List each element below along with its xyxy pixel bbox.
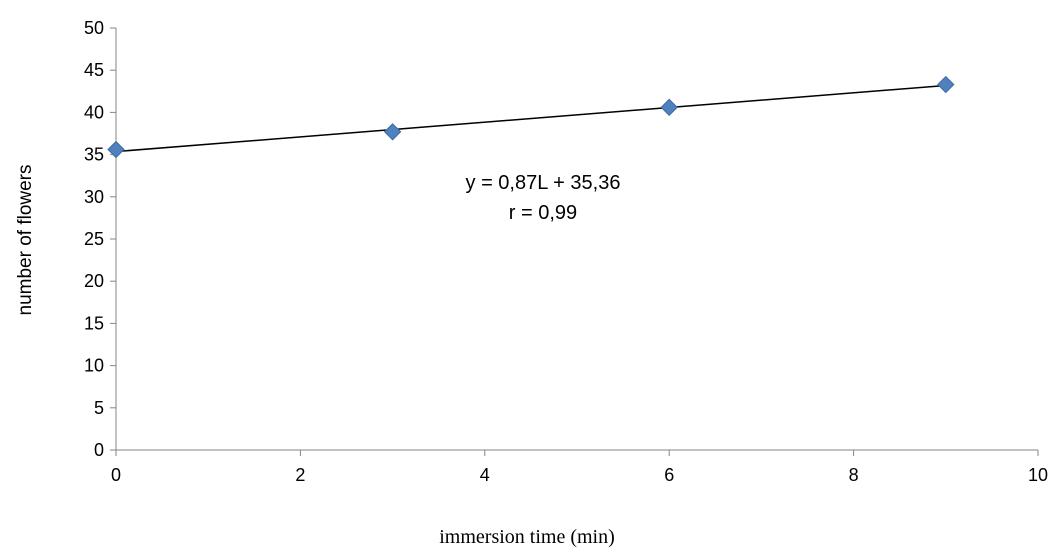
x-tick-label: 2 — [295, 465, 305, 485]
y-axis-title: number of flowers — [15, 164, 36, 315]
x-tick-label: 8 — [849, 465, 859, 485]
y-tick-label: 35 — [84, 145, 104, 165]
r-annotation: r = 0,99 — [509, 202, 577, 224]
y-tick-label: 10 — [84, 356, 104, 376]
y-tick-label: 40 — [84, 102, 104, 122]
x-axis-title: immersion time (min) — [439, 526, 615, 548]
data-point-marker — [937, 75, 955, 94]
y-tick-label: 0 — [94, 440, 104, 460]
y-tick-label: 45 — [84, 60, 104, 80]
x-axis-ticks: 0 2 4 6 8 10 — [111, 450, 1048, 485]
y-tick-label: 15 — [84, 313, 104, 333]
y-tick-label: 30 — [84, 187, 104, 207]
data-points — [107, 75, 955, 159]
x-tick-label: 10 — [1028, 465, 1048, 485]
trendline — [115, 84, 946, 153]
data-point-marker — [660, 98, 678, 117]
y-axis-ticks: 0 5 10 15 20 25 30 35 40 45 50 — [84, 18, 116, 460]
equation-annotation: y = 0,87L + 35,36 — [466, 172, 621, 194]
x-tick-label: 6 — [664, 465, 674, 485]
y-tick-label: 50 — [84, 18, 104, 38]
y-tick-label: 25 — [84, 229, 104, 249]
data-point-marker — [383, 123, 402, 141]
x-tick-label: 4 — [480, 465, 490, 485]
x-tick-label: 0 — [111, 465, 121, 485]
y-tick-label: 5 — [94, 398, 104, 418]
y-tick-label: 20 — [84, 271, 104, 291]
data-point-marker — [107, 140, 125, 159]
